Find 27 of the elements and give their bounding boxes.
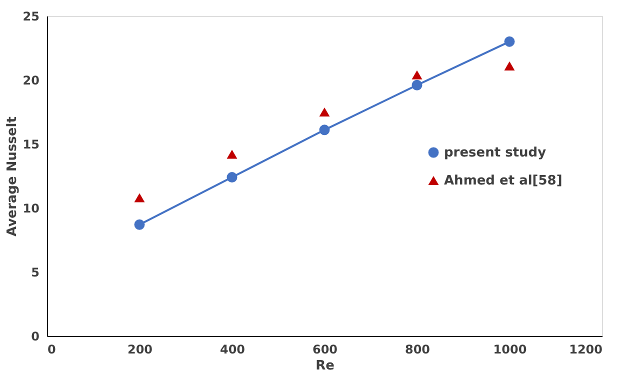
x-tick-label: 1200 xyxy=(569,342,602,356)
x-tick-label: 600 xyxy=(312,342,338,356)
legend-label: present study xyxy=(444,146,547,160)
x-tick-label: 800 xyxy=(404,342,430,356)
y-tick-label: 0 xyxy=(31,330,40,344)
x-tick-label: 1000 xyxy=(493,342,527,356)
y-tick-label: 10 xyxy=(22,202,40,216)
point xyxy=(504,36,515,47)
x-tick-label: 200 xyxy=(127,342,153,356)
y-axis-title: Average Nusselt xyxy=(4,116,20,236)
point xyxy=(319,107,330,117)
point xyxy=(134,219,145,230)
y-tick-label: 25 xyxy=(22,10,40,24)
y-tick-label: 20 xyxy=(22,74,40,88)
legend-label: Ahmed et al[58] xyxy=(444,174,562,188)
point xyxy=(412,80,422,90)
point xyxy=(319,124,330,136)
y-tick-label: 15 xyxy=(22,138,40,152)
x-axis-title: Re xyxy=(316,358,335,374)
x-tick-label: 0 xyxy=(48,342,56,356)
point xyxy=(226,150,238,159)
point xyxy=(226,172,238,183)
point xyxy=(504,61,515,70)
y-tick-label: 5 xyxy=(31,266,40,280)
x-tick-label: 400 xyxy=(220,342,246,356)
point xyxy=(412,70,422,80)
point xyxy=(134,193,145,202)
